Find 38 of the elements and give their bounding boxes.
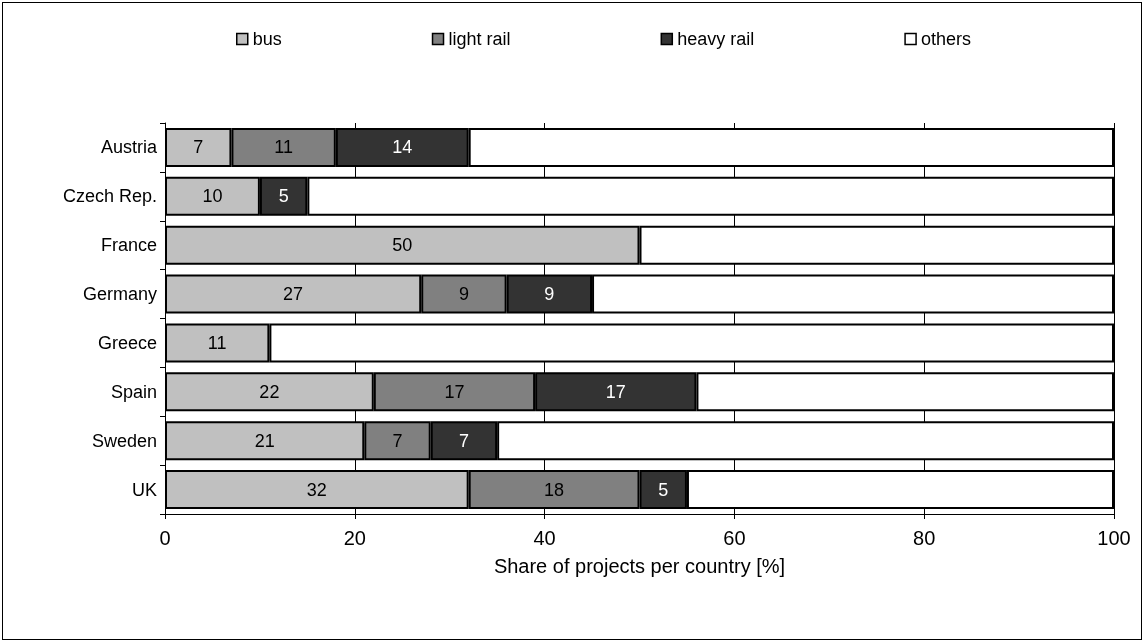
x-tick-label: 20 bbox=[343, 527, 366, 549]
data-label: 5 bbox=[278, 186, 289, 207]
y-tick-label: France bbox=[100, 235, 157, 256]
data-label: 27 bbox=[283, 284, 304, 305]
x-tick-label: 80 bbox=[913, 527, 936, 549]
data-label: 11 bbox=[274, 137, 293, 158]
x-tick-label: 40 bbox=[533, 527, 556, 549]
legend-label: light rail bbox=[448, 29, 511, 49]
data-label: 9 bbox=[458, 284, 469, 305]
data-label: 32 bbox=[306, 479, 327, 500]
x-tick-label: 100 bbox=[1097, 527, 1131, 549]
data-label: 5 bbox=[658, 479, 669, 500]
data-label: 50 bbox=[392, 235, 413, 256]
data-label: 7 bbox=[392, 430, 403, 451]
data-label: 7 bbox=[458, 430, 469, 451]
legend-label: others bbox=[921, 29, 972, 49]
y-tick-label: Austria bbox=[100, 137, 158, 158]
x-axis-title: Share of projects per country [%] bbox=[493, 555, 786, 577]
data-label: 21 bbox=[254, 430, 275, 451]
data-label: 10 bbox=[202, 186, 223, 207]
data-label: 9 bbox=[544, 284, 555, 305]
data-label: 7 bbox=[193, 137, 204, 158]
x-tick-label: 0 bbox=[159, 527, 171, 549]
y-tick-label: Germany bbox=[82, 284, 157, 305]
y-tick-label: Czech Rep. bbox=[62, 186, 157, 207]
legend-label: heavy rail bbox=[677, 29, 755, 49]
data-label: 11 bbox=[207, 332, 227, 353]
data-label: 17 bbox=[605, 381, 626, 402]
legend-label: bus bbox=[252, 29, 282, 49]
y-tick-label: Greece bbox=[97, 332, 157, 353]
y-tick-label: UK bbox=[131, 479, 157, 500]
data-label: 14 bbox=[392, 137, 413, 158]
x-tick-label: 60 bbox=[723, 527, 746, 549]
y-tick-label: Sweden bbox=[91, 430, 157, 451]
y-tick-label: Spain bbox=[110, 381, 157, 402]
data-label: 18 bbox=[544, 479, 565, 500]
data-label: 22 bbox=[259, 381, 280, 402]
data-label: 17 bbox=[444, 381, 465, 402]
